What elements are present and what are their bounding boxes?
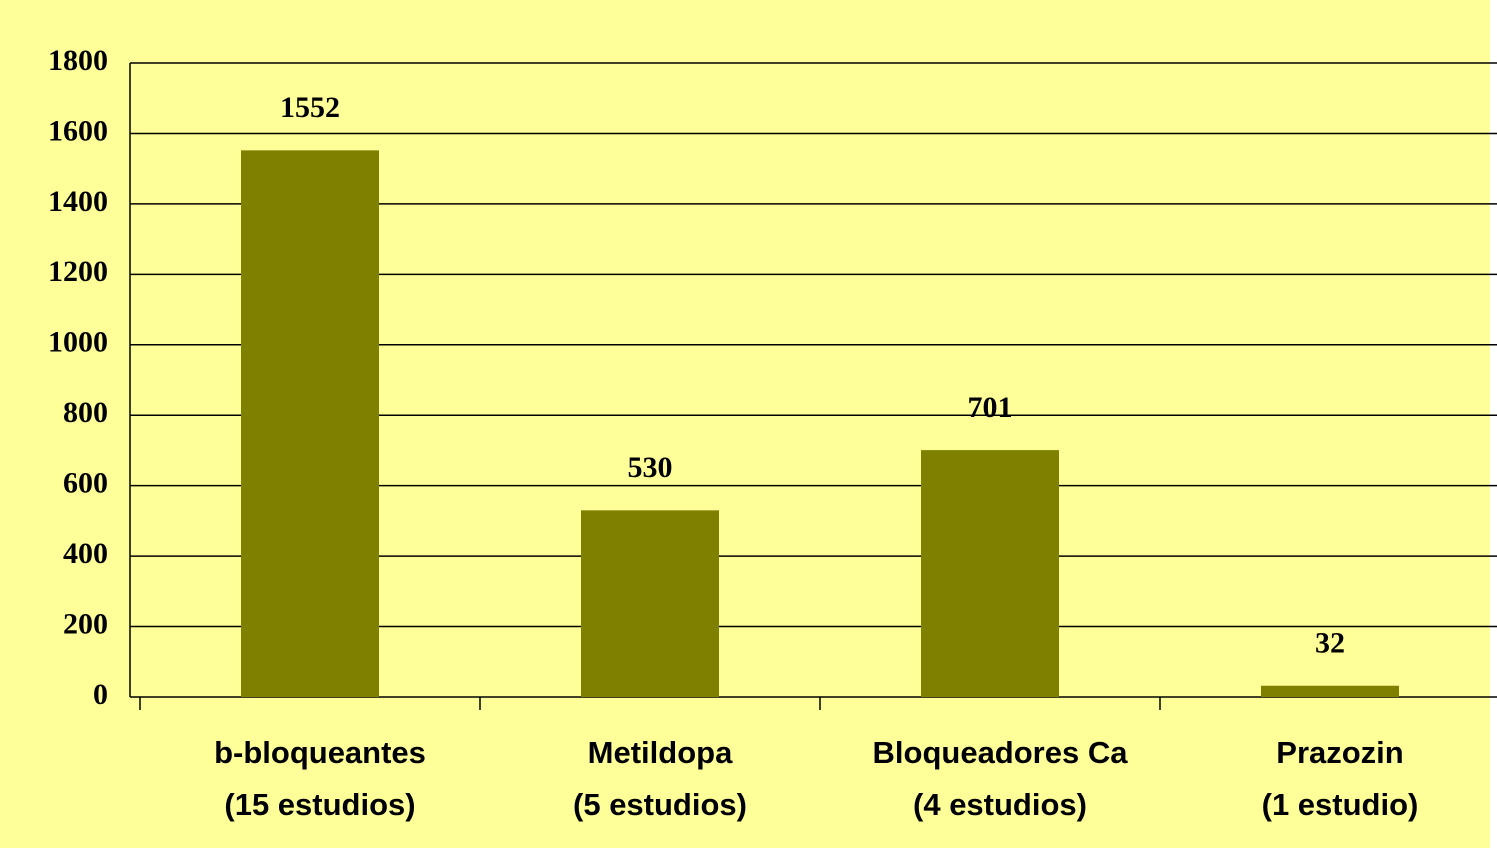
x-tick-label: Metildopa — [588, 735, 733, 770]
data-label: 530 — [628, 451, 673, 484]
x-tick-label: (5 estudios) — [573, 787, 747, 822]
data-label: 1552 — [280, 91, 340, 124]
y-tick-label: 400 — [63, 537, 108, 570]
y-tick-label: 1600 — [48, 114, 108, 147]
data-label: 701 — [968, 391, 1013, 424]
y-tick-label: 0 — [93, 678, 108, 711]
y-tick-label: 800 — [63, 396, 108, 429]
bar — [581, 510, 719, 697]
x-tick-label: Bloqueadores Ca — [873, 735, 1129, 770]
y-tick-label: 200 — [63, 607, 108, 640]
x-tick-label: Prazozin — [1276, 735, 1403, 770]
y-tick-label: 1000 — [48, 326, 108, 359]
y-tick-label: 600 — [63, 467, 108, 500]
x-tick-label: (1 estudio) — [1262, 787, 1419, 822]
bar — [241, 150, 379, 698]
y-tick-label: 1400 — [48, 185, 108, 218]
y-tick-label: 1200 — [48, 255, 108, 288]
x-tick-label: (15 estudios) — [224, 787, 415, 822]
x-tick-label: b-bloqueantes — [214, 735, 426, 770]
x-tick-label: (4 estudios) — [913, 787, 1087, 822]
y-tick-label: 1800 — [48, 44, 108, 77]
bar — [921, 450, 1059, 697]
data-label: 32 — [1315, 627, 1345, 660]
bar — [1261, 685, 1399, 697]
